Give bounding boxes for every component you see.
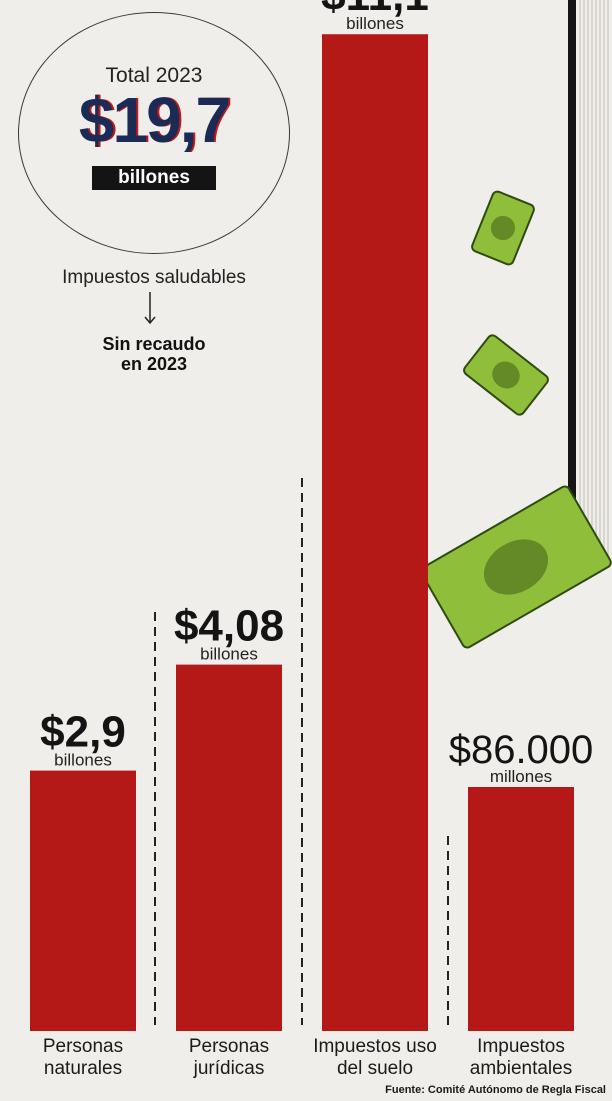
source-note: Fuente: Comité Autónomo de Regla Fiscal	[385, 1084, 606, 1096]
bar-0	[30, 770, 136, 1031]
total-value: $19,7	[78, 84, 231, 156]
data-label-unit: billones	[346, 14, 404, 33]
note-subtitle-line1: Sin recaudo	[102, 334, 206, 354]
data-label-value: $4,08	[174, 602, 284, 651]
note-title: Impuestos saludables	[62, 267, 246, 288]
bar-2	[322, 34, 428, 1032]
total-label: Total 2023	[105, 64, 203, 87]
category-label: Impuestos	[477, 1036, 565, 1057]
category-label: Personas	[43, 1036, 123, 1057]
data-label-unit: billones	[200, 645, 258, 664]
data-label-value: $11,1	[321, 0, 429, 20]
category-label: Personas	[189, 1036, 269, 1057]
data-label-unit: billones	[54, 751, 112, 770]
decorative-pole	[568, 0, 576, 500]
total-unit: billones	[92, 166, 216, 190]
category-label: naturales	[44, 1058, 122, 1079]
total-circle	[18, 12, 290, 254]
category-label: del suelo	[337, 1058, 413, 1079]
category-label: ambientales	[470, 1058, 572, 1079]
arrow-down-icon	[144, 292, 156, 325]
bar-3	[468, 787, 574, 1031]
note-subtitle-line2: en 2023	[120, 354, 188, 374]
data-label-value: $86.000	[449, 728, 594, 772]
data-label-unit: millones	[490, 767, 552, 786]
note-subtitle: Sin recaudo en 2023	[58, 334, 250, 374]
category-label: jurídicas	[193, 1058, 265, 1079]
data-label-value: $2,9	[40, 708, 126, 757]
bar-1	[176, 664, 282, 1031]
category-label: Impuestos uso	[313, 1036, 437, 1057]
decorative-stripe	[579, 0, 609, 560]
